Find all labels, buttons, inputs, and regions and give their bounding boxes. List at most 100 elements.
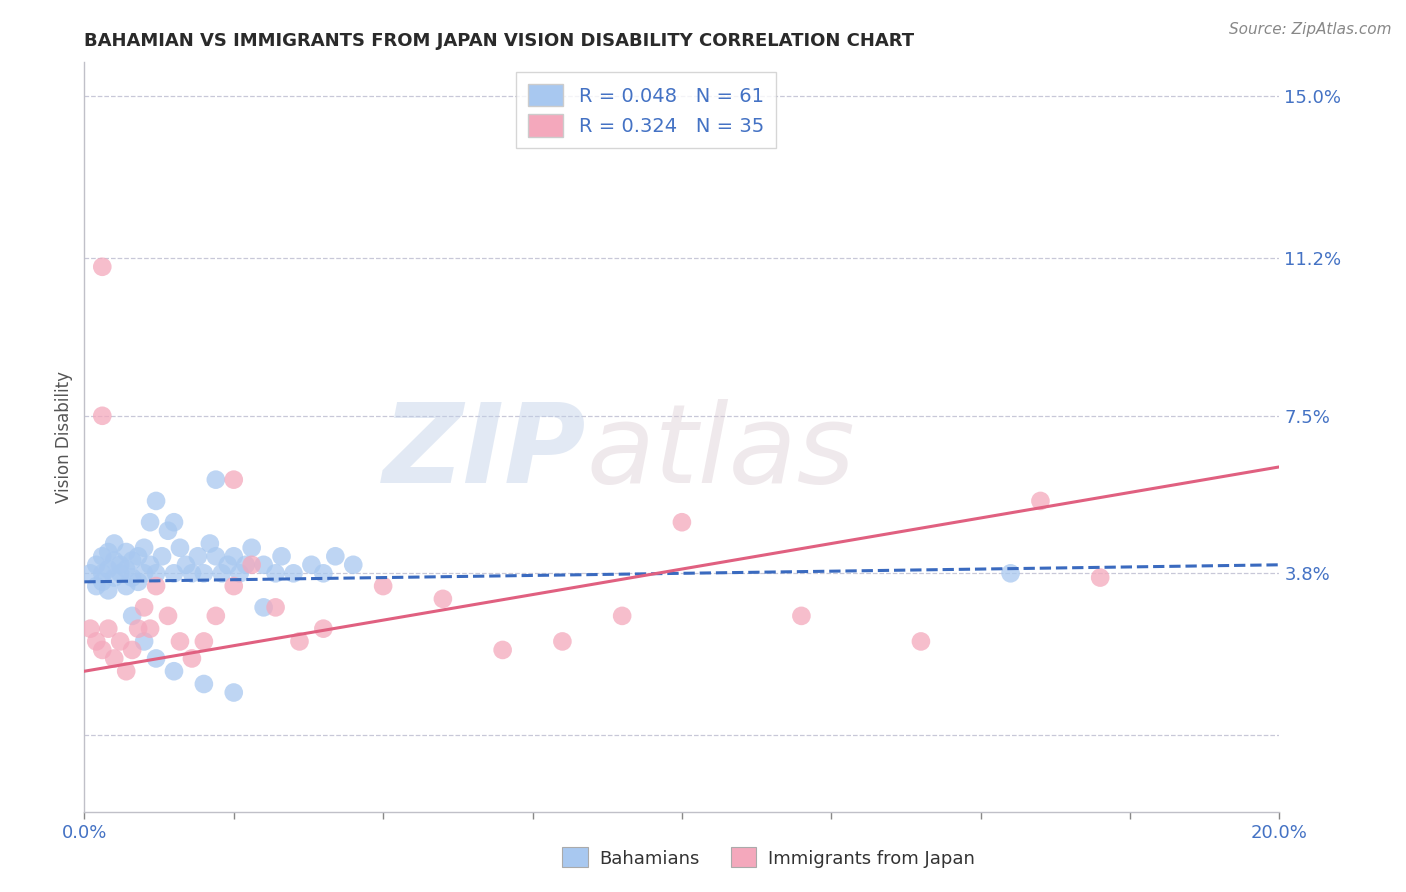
Point	[132, 566, 156, 581]
Point	[115, 545, 138, 559]
Point	[193, 634, 215, 648]
Point	[115, 579, 138, 593]
Point	[97, 562, 120, 576]
Point	[551, 634, 574, 648]
Point	[205, 549, 228, 564]
Point	[91, 260, 114, 274]
Point	[342, 558, 364, 572]
Point	[150, 549, 173, 564]
Point	[103, 536, 125, 550]
Point	[211, 566, 233, 581]
Point	[1000, 566, 1022, 581]
Point	[110, 558, 132, 572]
Point	[115, 664, 138, 679]
Point	[253, 558, 276, 572]
Point	[169, 634, 191, 648]
Point	[432, 591, 454, 606]
Point	[193, 566, 215, 581]
Point	[79, 622, 101, 636]
Text: Source: ZipAtlas.com: Source: ZipAtlas.com	[1229, 22, 1392, 37]
Point	[288, 634, 311, 648]
Point	[492, 643, 515, 657]
Point	[145, 494, 167, 508]
Y-axis label: Vision Disability: Vision Disability	[55, 371, 73, 503]
Point	[127, 574, 149, 589]
Point	[91, 549, 114, 564]
Point	[228, 566, 252, 581]
Point	[121, 571, 143, 585]
Point	[157, 524, 180, 538]
Point	[86, 558, 108, 572]
Point	[612, 608, 634, 623]
Point	[97, 545, 120, 559]
Point	[91, 643, 114, 657]
Point	[1090, 571, 1112, 585]
Point	[103, 571, 125, 585]
Point	[240, 541, 263, 555]
Point	[139, 515, 162, 529]
Text: ZIP: ZIP	[382, 399, 586, 506]
Point	[163, 566, 186, 581]
Text: Immigrants from Japan: Immigrants from Japan	[768, 850, 974, 868]
Point	[163, 664, 186, 679]
Point	[145, 566, 167, 581]
Point	[222, 685, 245, 699]
Point	[373, 579, 395, 593]
Point	[127, 549, 149, 564]
Point	[169, 541, 191, 555]
Point	[86, 579, 108, 593]
Point	[240, 558, 263, 572]
Point	[193, 677, 215, 691]
Point	[132, 634, 156, 648]
Point	[110, 566, 132, 581]
Point	[121, 608, 143, 623]
Text: BAHAMIAN VS IMMIGRANTS FROM JAPAN VISION DISABILITY CORRELATION CHART: BAHAMIAN VS IMMIGRANTS FROM JAPAN VISION…	[84, 32, 914, 50]
Point	[312, 566, 335, 581]
Point	[110, 634, 132, 648]
Point	[222, 549, 245, 564]
Point	[283, 566, 305, 581]
Point	[91, 566, 114, 581]
Point	[157, 608, 180, 623]
Point	[132, 541, 156, 555]
Point	[325, 549, 347, 564]
Point	[127, 622, 149, 636]
Point	[264, 566, 287, 581]
Point	[671, 515, 693, 529]
Point	[253, 600, 276, 615]
Point	[198, 536, 221, 550]
Point	[217, 558, 239, 572]
Point	[264, 600, 287, 615]
Point	[86, 634, 108, 648]
Point	[181, 651, 204, 665]
Point	[270, 549, 292, 564]
Point	[121, 553, 143, 567]
Point	[132, 600, 156, 615]
Point	[115, 562, 138, 576]
Point	[97, 583, 120, 598]
Point	[79, 566, 101, 581]
Point	[174, 558, 197, 572]
Point	[187, 549, 209, 564]
Point	[163, 515, 186, 529]
Point	[91, 574, 114, 589]
Point	[301, 558, 323, 572]
Point	[181, 566, 204, 581]
Legend: R = 0.048   N = 61, R = 0.324   N = 35: R = 0.048 N = 61, R = 0.324 N = 35	[516, 72, 776, 148]
Point	[790, 608, 813, 623]
Point	[910, 634, 932, 648]
Point	[145, 651, 167, 665]
Point	[145, 579, 167, 593]
Point	[235, 558, 257, 572]
Point	[205, 473, 228, 487]
Point	[91, 409, 114, 423]
Point	[312, 622, 335, 636]
Point	[97, 622, 120, 636]
Point	[139, 558, 162, 572]
Point	[139, 622, 162, 636]
Point	[222, 473, 245, 487]
Point	[205, 608, 228, 623]
Text: atlas: atlas	[586, 399, 855, 506]
Point	[1029, 494, 1052, 508]
Point	[222, 579, 245, 593]
